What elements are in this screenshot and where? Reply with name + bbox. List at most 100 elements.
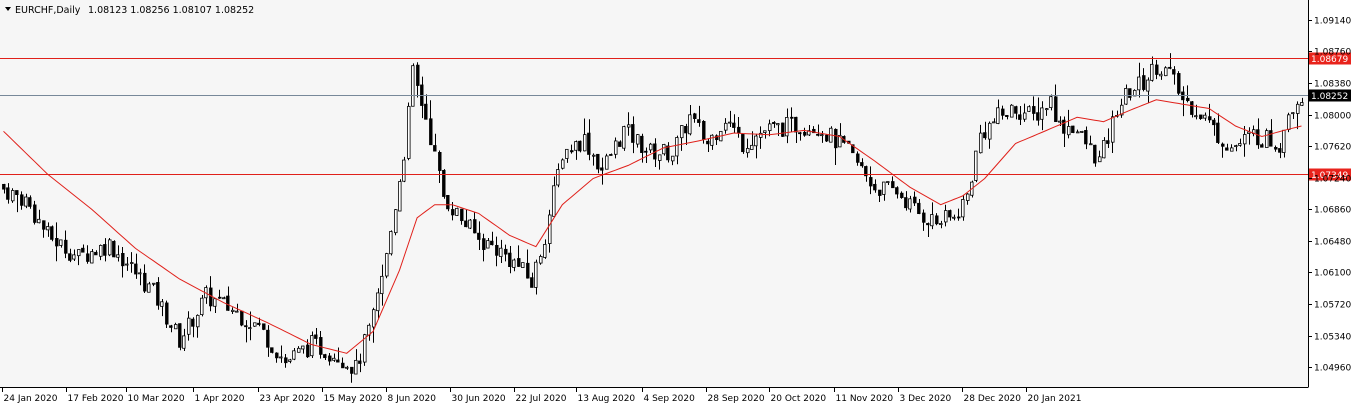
candle-body <box>2 183 6 190</box>
candle <box>376 288 380 320</box>
candle <box>103 238 107 262</box>
candle-body <box>543 243 547 258</box>
candle <box>490 231 494 246</box>
candle <box>1274 145 1278 152</box>
candle-body <box>11 190 15 202</box>
time-tick-label: 3 Dec 2020 <box>900 394 952 404</box>
candle <box>715 134 719 145</box>
candle-body <box>614 140 618 155</box>
candle-body <box>627 124 631 128</box>
candle <box>1155 59 1159 80</box>
candle-body <box>442 169 446 197</box>
candle-body <box>301 345 305 350</box>
time-tick-label: 22 Jul 2020 <box>516 394 567 404</box>
candle-body <box>1199 114 1203 119</box>
candle <box>262 323 266 331</box>
candle-body <box>389 231 393 255</box>
candle-body <box>64 239 68 254</box>
candle <box>99 244 103 261</box>
candle-body <box>636 134 640 145</box>
candle-body <box>631 124 635 143</box>
candle-body <box>385 253 389 277</box>
candle <box>28 195 32 209</box>
candle-body <box>640 135 644 153</box>
candle-body <box>284 357 288 364</box>
candle <box>856 151 860 166</box>
candle-body <box>68 253 72 261</box>
dropdown-triangle-icon[interactable] <box>5 7 11 11</box>
candle <box>1062 116 1066 148</box>
current-price-tag-text: 1.08252 <box>1311 92 1348 102</box>
candle-body <box>473 219 477 234</box>
candle-body <box>468 219 472 229</box>
candle-body <box>785 117 789 137</box>
candle <box>741 134 745 154</box>
candle <box>728 110 732 128</box>
candle <box>1296 101 1300 130</box>
candle-body <box>917 202 921 215</box>
candle-body <box>1089 143 1093 146</box>
candle <box>1120 98 1124 118</box>
candle-body <box>710 134 714 146</box>
candle-body <box>108 239 112 256</box>
candle-body <box>922 212 926 223</box>
candle <box>363 333 367 366</box>
candle <box>266 325 270 357</box>
candle-body <box>253 322 257 327</box>
candle-body <box>724 122 728 131</box>
candle-body <box>1027 106 1031 112</box>
candle <box>486 237 490 249</box>
candle-body <box>279 356 283 359</box>
candle-body <box>666 145 670 161</box>
candle-body <box>834 128 838 149</box>
candle <box>231 307 235 314</box>
candle <box>407 102 411 161</box>
candle <box>526 249 530 279</box>
candle <box>904 191 908 211</box>
price-tick-label: 1.08760 <box>1314 48 1351 58</box>
candle <box>332 353 336 362</box>
candle <box>6 183 10 204</box>
candle <box>1247 127 1251 145</box>
candle-body <box>807 130 811 136</box>
candle-body <box>407 105 411 159</box>
candle-body <box>354 359 358 375</box>
candle <box>248 311 252 341</box>
candle <box>636 134 640 148</box>
price-tick-label: 1.05720 <box>1314 301 1351 311</box>
candle <box>20 191 24 210</box>
candle-body <box>1186 97 1190 102</box>
time-tick-label: 10 Mar 2020 <box>128 394 185 404</box>
candle <box>90 249 94 264</box>
level-price-tag-text: 1.07349 <box>1311 171 1348 181</box>
candle <box>710 134 714 150</box>
candle-body <box>394 209 398 234</box>
candle <box>468 218 472 230</box>
candle <box>341 357 345 369</box>
candle <box>952 214 956 221</box>
candle <box>1049 94 1053 111</box>
candle-body <box>160 301 164 307</box>
candle-body <box>424 103 428 120</box>
candle <box>706 138 710 152</box>
candle-body <box>147 283 151 293</box>
candle-body <box>1067 126 1071 136</box>
candle <box>548 209 552 253</box>
candle <box>798 131 802 141</box>
candle-body <box>1278 148 1282 153</box>
candle <box>1001 105 1005 120</box>
candle <box>1146 77 1150 104</box>
candle-body <box>508 252 512 267</box>
candle <box>988 121 992 149</box>
candle <box>72 249 76 261</box>
candle <box>464 209 468 228</box>
candle-body <box>1014 106 1018 114</box>
candle-body <box>1203 114 1207 119</box>
candle-body <box>948 210 952 218</box>
candle <box>644 147 648 163</box>
candle <box>662 143 666 156</box>
candle-body <box>1146 79 1150 92</box>
candle-body <box>323 354 327 359</box>
